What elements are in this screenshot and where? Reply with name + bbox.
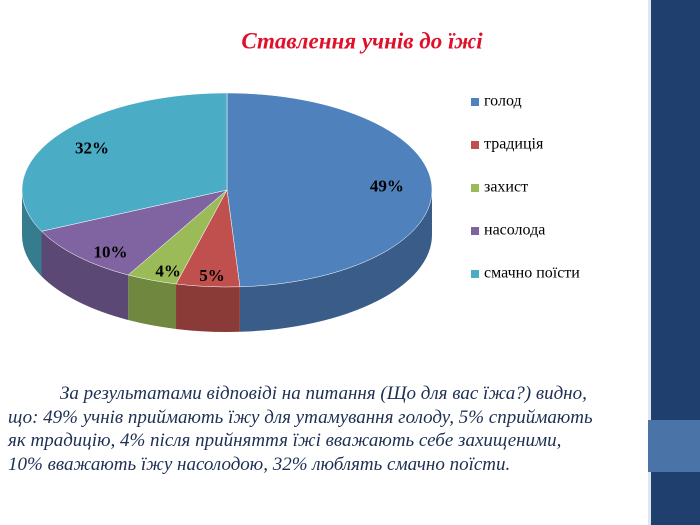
legend-label: насолода	[484, 222, 545, 239]
legend-swatch	[471, 270, 479, 278]
slice-side	[41, 231, 129, 321]
slice-side	[176, 283, 240, 333]
chart: Ставлення учнів до їжі 49% 5% 4% 10% 32% голо…	[21, 28, 580, 333]
legend-swatch	[471, 141, 479, 149]
data-label: 32%	[75, 138, 109, 157]
body-text: За результатами відповіді на питання (Що…	[8, 383, 593, 475]
legend-label: традиція	[484, 136, 544, 153]
legend-label: захист	[484, 179, 528, 196]
slice	[21, 92, 228, 232]
data-label: 5%	[199, 266, 225, 285]
slice-side	[239, 190, 432, 332]
legend-label: смачно поїсти	[484, 265, 580, 282]
data-label: 4%	[155, 261, 181, 280]
legend-label: голод	[484, 93, 522, 110]
data-label: 49%	[370, 177, 404, 196]
chart-title: Ставлення учнів до їжі	[241, 28, 483, 53]
legend-swatch	[471, 184, 479, 192]
legend-swatch	[471, 98, 479, 106]
slice	[226, 92, 433, 288]
legend-swatch	[471, 227, 479, 235]
side-accent	[648, 420, 700, 472]
slice-side	[128, 275, 177, 329]
data-label: 10%	[93, 243, 127, 262]
slice	[41, 189, 228, 276]
